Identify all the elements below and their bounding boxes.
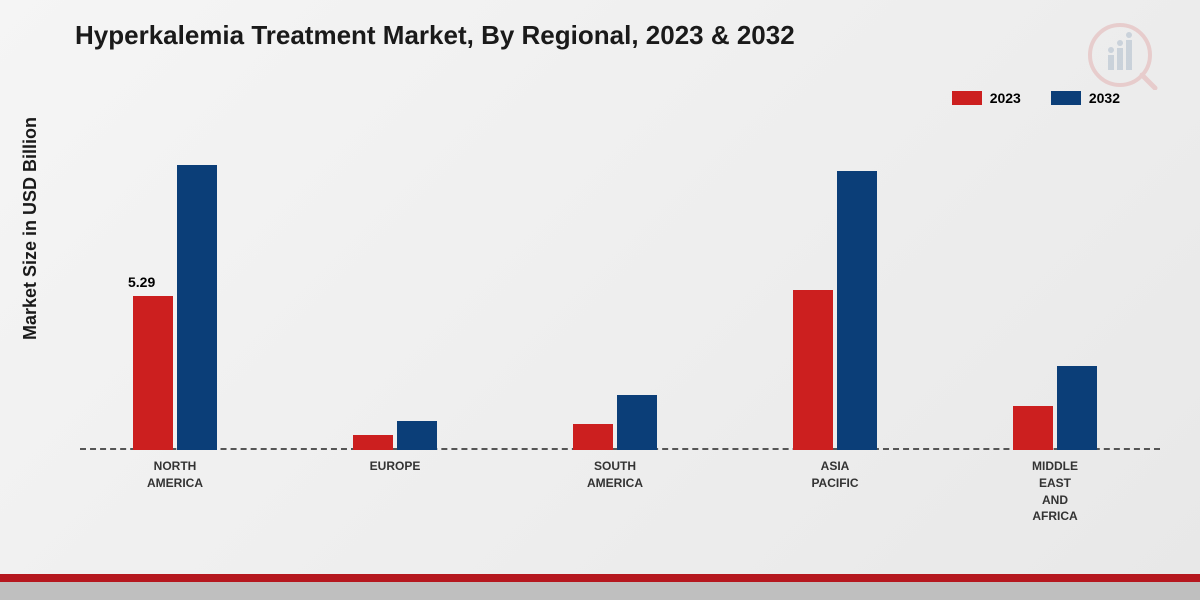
- legend-item-2032: 2032: [1051, 90, 1120, 106]
- legend: 2023 2032: [952, 90, 1120, 106]
- bar-2032: [397, 421, 437, 450]
- footer-bar: [0, 582, 1200, 600]
- legend-swatch-2032: [1051, 91, 1081, 105]
- legend-label-2023: 2023: [990, 90, 1021, 106]
- x-axis-labels: NORTHAMERICA EUROPE SOUTHAMERICA ASIAPACIFI…: [80, 458, 1160, 538]
- y-axis-label: Market Size in USD Billion: [20, 117, 41, 340]
- x-axis-label: SOUTHAMERICA: [570, 458, 660, 492]
- bar-group: [570, 395, 660, 450]
- x-axis-label: ASIAPACIFIC: [790, 458, 880, 492]
- bar-group: [130, 165, 220, 450]
- bar-group: [790, 171, 880, 450]
- bar-2032: [837, 171, 877, 450]
- chart-title: Hyperkalemia Treatment Market, By Region…: [75, 20, 795, 51]
- chart-area: 5.29: [80, 130, 1160, 450]
- bar-2023: [793, 290, 833, 450]
- bar-2032: [1057, 366, 1097, 450]
- bar-2032: [617, 395, 657, 450]
- bar-2023: [1013, 406, 1053, 450]
- x-axis-label: MIDDLEEASTANDAFRICA: [1010, 458, 1100, 525]
- legend-item-2023: 2023: [952, 90, 1021, 106]
- watermark-logo: [1080, 20, 1160, 90]
- legend-swatch-2023: [952, 91, 982, 105]
- legend-label-2032: 2032: [1089, 90, 1120, 106]
- bar-value-label: 5.29: [128, 274, 155, 290]
- bar-2023: [133, 296, 173, 450]
- bar-2023: [573, 424, 613, 450]
- bar-2023: [353, 435, 393, 450]
- bar-2032: [177, 165, 217, 450]
- footer-accent: [0, 574, 1200, 582]
- x-axis-label: NORTHAMERICA: [130, 458, 220, 492]
- bar-group: [1010, 366, 1100, 450]
- x-axis-label: EUROPE: [350, 458, 440, 475]
- bar-group: [350, 421, 440, 450]
